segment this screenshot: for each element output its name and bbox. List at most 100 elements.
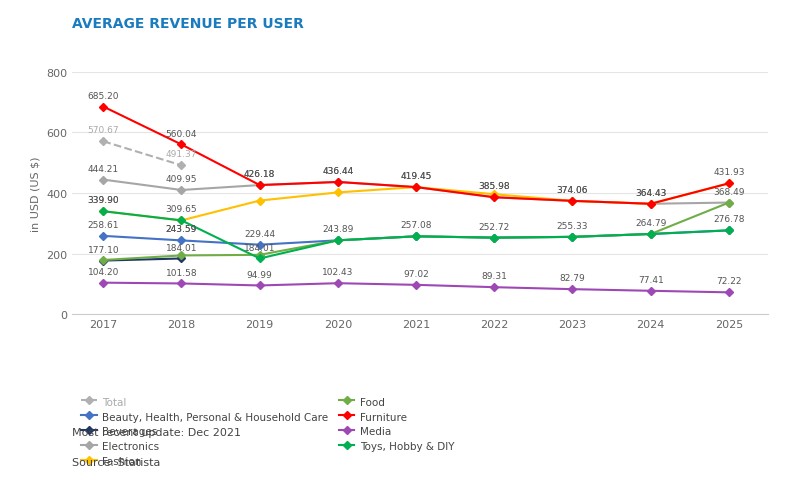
Text: 309.65: 309.65 [166, 205, 198, 214]
Text: AVERAGE REVENUE PER USER: AVERAGE REVENUE PER USER [72, 17, 304, 31]
Text: 255.33: 255.33 [557, 222, 588, 230]
Media [98, 280, 108, 286]
Electronics [333, 180, 342, 185]
Text: 243.59: 243.59 [166, 225, 197, 234]
Text: 184.01: 184.01 [166, 243, 198, 252]
Furniture [333, 180, 342, 185]
Text: 364.43: 364.43 [635, 188, 666, 197]
Legend: Total, Beauty, Health, Personal & Household Care, Beverages, Electronics, Fashio: Total, Beauty, Health, Personal & Househ… [78, 393, 458, 470]
Total [177, 163, 186, 169]
Toys, Hobby & DIY [411, 234, 421, 240]
Toys, Hobby & DIY [255, 256, 265, 262]
Text: 560.04: 560.04 [166, 129, 198, 138]
Text: 264.79: 264.79 [635, 219, 666, 227]
Text: 374.06: 374.06 [557, 185, 588, 195]
Text: 426.18: 426.18 [244, 170, 275, 179]
Furniture [411, 185, 421, 191]
Electronics [568, 198, 578, 204]
Text: 339.90: 339.90 [87, 196, 119, 205]
Media [568, 287, 578, 292]
Text: 97.02: 97.02 [403, 269, 429, 278]
Text: 184.01: 184.01 [244, 243, 275, 252]
Electronics [255, 183, 265, 189]
Toys, Hobby & DIY [724, 228, 734, 234]
Food [646, 232, 655, 238]
Text: 72.22: 72.22 [716, 277, 742, 286]
Food [411, 234, 421, 240]
Text: 102.43: 102.43 [322, 268, 354, 277]
Food [333, 238, 342, 244]
Line: Beverages: Beverages [101, 256, 184, 264]
Text: 491.37: 491.37 [166, 150, 198, 159]
Furniture [568, 198, 578, 204]
Text: 177.10: 177.10 [87, 245, 119, 254]
Electronics [177, 188, 186, 194]
Beverages [177, 256, 186, 262]
Furniture [646, 201, 655, 207]
Text: 570.67: 570.67 [87, 126, 119, 135]
Line: Media: Media [101, 280, 732, 296]
Fashion [724, 181, 734, 187]
Toys, Hobby & DIY [177, 218, 186, 224]
Electronics [411, 185, 421, 191]
Fashion [411, 185, 421, 191]
Text: 82.79: 82.79 [560, 273, 586, 283]
Text: 385.98: 385.98 [478, 182, 510, 191]
Media [333, 281, 342, 287]
Line: Total: Total [101, 139, 184, 169]
Text: 431.93: 431.93 [713, 168, 745, 177]
Text: 436.44: 436.44 [322, 166, 354, 176]
Toys, Hobby & DIY [490, 235, 499, 241]
Toys, Hobby & DIY [568, 234, 578, 240]
Beauty, Health, Personal & Household Care [98, 233, 108, 239]
Text: 229.44: 229.44 [244, 229, 275, 238]
Furniture [255, 183, 265, 189]
Electronics [490, 195, 499, 201]
Food [490, 235, 499, 241]
Text: 368.49: 368.49 [713, 187, 745, 196]
Electronics [646, 201, 655, 207]
Furniture [98, 105, 108, 110]
Fashion [646, 201, 655, 207]
Text: 252.72: 252.72 [478, 222, 510, 231]
Media [490, 285, 499, 290]
Line: Furniture: Furniture [101, 105, 732, 207]
Beauty, Health, Personal & Household Care [177, 238, 186, 244]
Furniture [724, 181, 734, 187]
Media [724, 290, 734, 296]
Fashion [255, 198, 265, 204]
Media [411, 282, 421, 288]
Text: 419.45: 419.45 [401, 172, 432, 181]
Media [177, 281, 186, 287]
Text: Source: Statista: Source: Statista [72, 457, 160, 467]
Text: 257.08: 257.08 [400, 221, 432, 230]
Fashion [98, 209, 108, 215]
Text: 77.41: 77.41 [638, 275, 663, 284]
Line: Toys, Hobby & DIY: Toys, Hobby & DIY [101, 209, 732, 262]
Toys, Hobby & DIY [646, 232, 655, 238]
Beauty, Health, Personal & Household Care [724, 228, 734, 234]
Text: 374.06: 374.06 [557, 185, 588, 195]
Media [646, 288, 655, 294]
Text: 426.18: 426.18 [244, 170, 275, 179]
Text: 409.95: 409.95 [166, 175, 198, 183]
Food [568, 234, 578, 240]
Beauty, Health, Personal & Household Care [490, 235, 499, 241]
Text: 685.20: 685.20 [87, 91, 119, 100]
Text: Most recent update: Dec 2021: Most recent update: Dec 2021 [72, 428, 241, 438]
Fashion [177, 218, 186, 224]
Beauty, Health, Personal & Household Care [646, 232, 655, 238]
Total [98, 139, 108, 145]
Text: 243.89: 243.89 [322, 225, 354, 234]
Text: 94.99: 94.99 [247, 270, 273, 279]
Beauty, Health, Personal & Household Care [333, 238, 342, 244]
Food [255, 253, 265, 258]
Text: 444.21: 444.21 [88, 164, 119, 173]
Text: 419.45: 419.45 [401, 172, 432, 181]
Line: Fashion: Fashion [101, 181, 732, 224]
Text: 101.58: 101.58 [166, 268, 198, 277]
Text: 276.78: 276.78 [713, 215, 745, 224]
Toys, Hobby & DIY [333, 238, 342, 244]
Text: 436.44: 436.44 [322, 166, 354, 176]
Electronics [724, 200, 734, 206]
